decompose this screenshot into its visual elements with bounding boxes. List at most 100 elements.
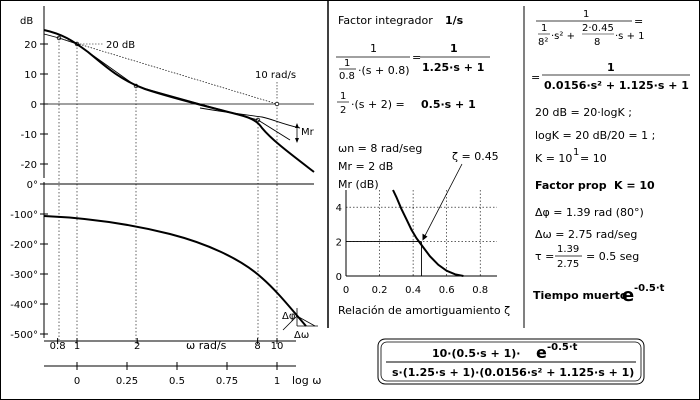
mag-marker-10: [274, 101, 280, 107]
chart-xlabel: Relación de amortiguamiento ζ: [338, 304, 510, 317]
mag-exact-curve: [43, 29, 315, 173]
eq1-coef-den: 0.8: [339, 71, 355, 82]
mag-tick-label: 20: [24, 40, 37, 51]
log-tick-label: 0.5: [169, 376, 185, 387]
phase-tick-label: -200°: [10, 240, 38, 251]
chart-ytick-label: 4: [336, 203, 342, 214]
eq-top-s1: ·s + 1: [615, 31, 645, 42]
mr-vs-zeta-chart: 0 2 4 0 0.2 0.4 0.6 0.8: [336, 163, 497, 296]
eq-top-s2: ·s² +: [551, 31, 575, 42]
wn-label: ωn = 8 rad/seg: [338, 142, 422, 155]
tau-den: 2.75: [557, 259, 579, 270]
line-logk: logK = 20 dB/20 = 1 ;: [535, 129, 655, 142]
ann-dphi: Δφ: [282, 311, 296, 322]
eq1-den-rest: ·(s + 0.8): [358, 64, 410, 77]
w-tick-label: 2: [134, 341, 140, 352]
ann-mr: Mr: [301, 127, 315, 138]
integrator-value: 1/s: [445, 14, 464, 27]
mag-tick-group: 20 10 0 -10 -20: [21, 40, 48, 171]
eq2-rest: ·(s + 2) =: [351, 98, 405, 111]
line-k-a: K = 10: [535, 152, 572, 165]
eq1-rden: 1.25·s + 1: [422, 61, 484, 74]
tau-lhs: τ =: [535, 250, 554, 263]
eq1-rnum: 1: [450, 42, 458, 55]
ann-domega: Δω: [294, 330, 309, 341]
eq-top-d1d: 8²: [538, 37, 548, 48]
eq-top-eq: =: [634, 15, 643, 28]
zeta-annotation: ζ = 0.45: [452, 150, 499, 163]
phase-tick-label: 0°: [27, 180, 38, 191]
factor-prop-label: Factor prop: [535, 179, 607, 192]
chart-xtick-label: 0.6: [439, 285, 455, 296]
chart-ytick-label: 0: [336, 272, 342, 283]
factor-prop-value: K = 10: [614, 179, 655, 192]
log-tick-group: 0 0.25 0.5 0.75 1: [74, 362, 280, 387]
tau-rhs: = 0.5 seg: [586, 250, 639, 263]
chart-xtick-label: 0: [343, 285, 349, 296]
asymptote-line: [58, 37, 278, 105]
eq1-eq: =: [412, 51, 421, 64]
tf-den: s·(1.25·s + 1)·(0.0156·s² + 1.125·s + 1): [392, 366, 634, 379]
mag-tick-label: -10: [21, 130, 37, 141]
freq-axes: 0.8 1 2 8 10 ω rad/s 0 0.25 0.5 0.75 1 log ω: [44, 338, 321, 387]
transfer-function-box: 10·(0.5·s + 1)· e -0.5·t s·(1.25·s + 1)·…: [377, 338, 645, 385]
eq2-num: 1: [340, 91, 346, 102]
phase-tick-label: -300°: [10, 270, 38, 281]
log-axis-label: log ω: [292, 374, 321, 387]
integrator-label: Factor integrador: [338, 14, 433, 27]
eq1-coef-num: 1: [344, 58, 350, 69]
mag-resonance-curve: [199, 107, 301, 129]
line-k-sup: 1: [573, 147, 579, 158]
mag-tick-label: 10: [24, 70, 37, 81]
tf-num-e: e: [536, 343, 547, 362]
log-tick-label: 0.25: [116, 376, 138, 387]
tau-num: 1.39: [557, 244, 579, 255]
line-20db: 20 dB = 20·logK ;: [535, 106, 632, 119]
eq2-result: 0.5·s + 1: [421, 98, 476, 111]
mag-dashed-verticals: [58, 38, 278, 340]
chart-xtick-label: 0.4: [405, 285, 421, 296]
zeta-leader: [423, 163, 463, 239]
mag-tick-label: -20: [21, 160, 37, 171]
dphi-bracket: [282, 315, 316, 331]
chart-xtick-label: 0.8: [472, 285, 488, 296]
chart-ytick-label: 2: [336, 238, 342, 249]
phase-tick-group: 0° -100° -200° -300° -400° -500°: [10, 180, 48, 341]
dead-time-label: Tiempo muerto: [533, 289, 628, 302]
tf-num-exp: -0.5·t: [547, 342, 578, 353]
tf-outer-border: [377, 338, 645, 385]
dphi-value: Δφ = 1.39 rad (80°): [535, 206, 644, 219]
phase-tick-label: -100°: [10, 210, 38, 221]
eq1-num: 1: [370, 42, 377, 55]
w-tick-group: 0.8 1 2 8 10: [50, 338, 284, 352]
eq-top-d2d: 8: [594, 37, 600, 48]
right-panel: 1 1 8² ·s² + 2·0.45 8 ·s + 1 = = 1 0.015…: [531, 9, 690, 306]
w-tick-label: 0.8: [50, 341, 66, 352]
w-axis-label: ω rad/s: [186, 339, 227, 352]
eq2-den: 2: [340, 105, 346, 116]
w-tick-label: 8: [254, 341, 260, 352]
bode-phase-plot: 0° -100° -200° -300° -400° -500° Δφ Δω: [10, 180, 318, 341]
log-tick-label: 1: [274, 376, 280, 387]
eq-top-rnum: 1: [607, 61, 615, 74]
bode-magnitude-plot: dB 20 10 0 -10 -20 20 dB 10 rad/s: [20, 6, 315, 340]
middle-panel: Factor integrador 1/s 1 1 0.8 ·(s + 0.8)…: [336, 14, 510, 317]
eq-top-d1n: 1: [541, 23, 547, 34]
mr-zeta-curve: [392, 189, 464, 277]
phase-tick-label: -500°: [10, 330, 38, 341]
w-tick-label: 10: [271, 341, 284, 352]
mag-tick-label: 0: [31, 100, 37, 111]
mag-unit-label: dB: [20, 16, 33, 27]
tf-inner-border: [380, 341, 642, 382]
line-k-b: = 10: [580, 152, 607, 165]
chart-xtick-label: 0.2: [372, 285, 388, 296]
dead-time-e: e: [622, 285, 634, 306]
log-tick-label: 0: [74, 376, 80, 387]
domega-value: Δω = 2.75 rad/seg: [535, 228, 637, 241]
eq-top-eq2: =: [531, 71, 540, 84]
mr-label: Mr = 2 dB: [338, 160, 393, 173]
phase-curve: [43, 215, 307, 327]
ann-10rads: 10 rad/s: [255, 70, 296, 81]
tf-num-pre: 10·(0.5·s + 1)·: [432, 347, 520, 360]
